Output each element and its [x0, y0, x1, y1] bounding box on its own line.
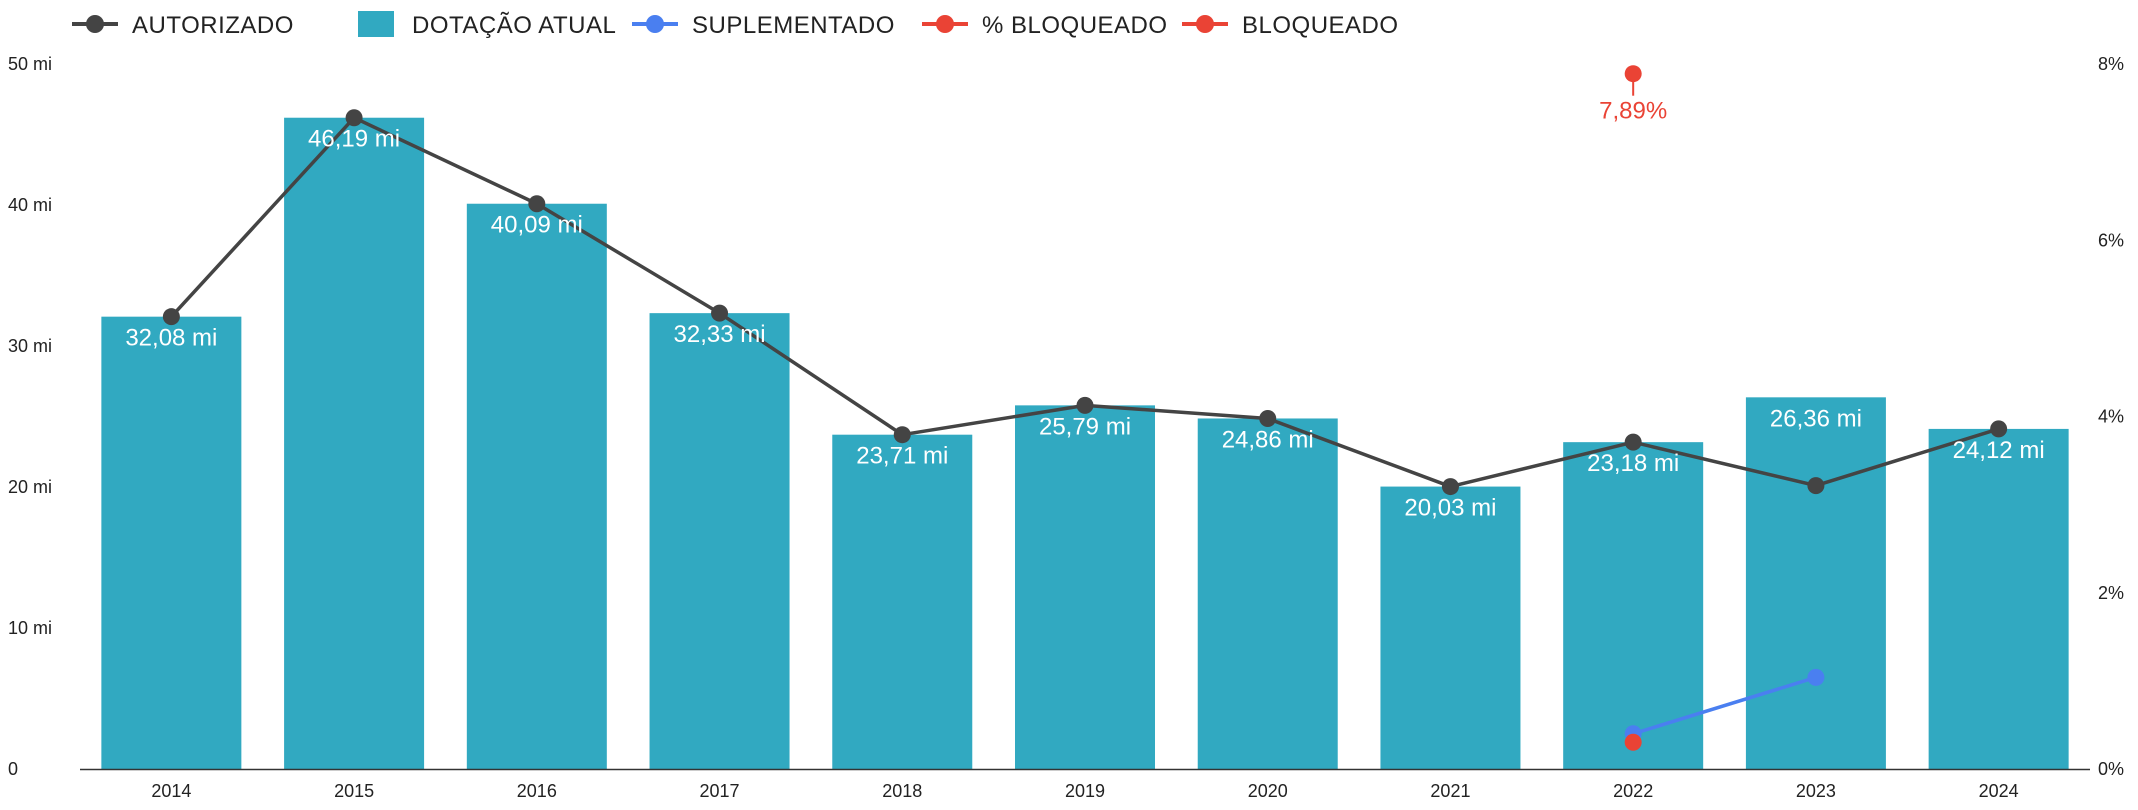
data-label-dotacao-2016: 40,09 mi [491, 212, 583, 239]
legend-item-bloqueado: BLOQUEADO [1182, 12, 1399, 39]
series-lines [162, 65, 2008, 751]
point-autorizado-2021 [1441, 478, 1459, 496]
bar-2024 [1928, 428, 2069, 769]
data-label-dotacao-2022: 23,18 mi [1587, 450, 1679, 477]
bar-2019 [1015, 405, 1155, 769]
legend-item-dota-o-atual: DOTAÇÃO ATUAL [358, 11, 616, 39]
legend-item-suplementado: SUPLEMENTADO [632, 12, 895, 39]
legend-swatch-marker [86, 15, 104, 33]
x-axis: 2014 2015 2016 2017 2018 2019 2020 2021 2022 2023… [80, 768, 2090, 801]
data-label-bloqueado-2022: 7,89% [1599, 98, 1667, 125]
left-axis-tick-label: 10 mi [8, 618, 52, 638]
data-label-dotacao-2023: 26,36 mi [1770, 405, 1862, 432]
data-label-dotacao-2018: 23,71 mi [856, 443, 948, 470]
legend-label: % BLOQUEADO [982, 12, 1168, 39]
right-axis-tick-label: 0% [2098, 759, 2124, 779]
right-axis: 0% 2% 4% 6% 8% [2098, 54, 2124, 779]
bar-2020 [1197, 418, 1338, 769]
data-label-dotacao-2019: 25,79 mi [1039, 413, 1131, 440]
line-suplementado [1632, 675, 1817, 736]
x-axis-tick-label-2022: 2022 [1613, 781, 1653, 801]
left-axis-tick-label: 20 mi [8, 477, 52, 497]
legend-swatch-marker [936, 15, 954, 33]
x-axis-tick-label-2018: 2018 [882, 781, 922, 801]
legend-item-autorizado: AUTORIZADO [72, 12, 294, 39]
right-axis-tick-label: 6% [2098, 230, 2124, 250]
bar-2016 [466, 203, 607, 769]
legend-swatch-marker [1196, 15, 1214, 33]
point-autorizado-2024 [1990, 420, 2008, 438]
right-axis-tick-label: 8% [2098, 54, 2124, 74]
bar-2014 [101, 316, 242, 769]
data-label-dotacao-2021: 20,03 mi [1404, 495, 1496, 522]
point-autorizado-2014 [162, 308, 180, 326]
point-autorizado-2016 [528, 195, 546, 213]
left-axis-tick-label: 50 mi [8, 54, 52, 74]
point-autorizado-2022 [1624, 433, 1642, 451]
right-axis-tick-label: 2% [2098, 583, 2124, 603]
data-label-dotacao-2015: 46,19 mi [308, 126, 400, 153]
point-autorizado-2019 [1076, 396, 1094, 414]
point-autorizado-2015 [345, 109, 363, 127]
left-axis-tick-label: 30 mi [8, 336, 52, 356]
bar-2022 [1563, 442, 1704, 769]
data-labels: 7,89% 32,08 mi 46,19 mi 40,09 mi 32,33 mi 23,… [125, 81, 2045, 522]
data-label-dotacao-2024: 24,12 mi [1953, 437, 2045, 464]
x-axis-tick-label-2024: 2024 [1979, 781, 2019, 801]
data-label-dotacao-2017: 32,33 mi [674, 321, 766, 348]
right-axis-tick-label: 4% [2098, 407, 2124, 427]
data-label-dotacao-2014: 32,08 mi [125, 325, 217, 352]
point-bloqueado-2022 [1624, 65, 1642, 83]
legend-swatch-bar [358, 11, 394, 37]
bar-2021 [1380, 486, 1521, 769]
point-autorizado-2017 [711, 304, 729, 322]
legend-swatch-marker [646, 15, 664, 33]
bar-2023 [1745, 397, 1886, 769]
legend-label: SUPLEMENTADO [692, 12, 895, 39]
x-axis-tick-label-2016: 2016 [517, 781, 557, 801]
left-axis-tick-label: 0 [8, 759, 18, 779]
x-axis-tick-label-2023: 2023 [1796, 781, 1836, 801]
legend: AUTORIZADO DOTAÇÃO ATUAL SUPLEMENTADO % BLO… [72, 11, 1399, 39]
left-axis: 0 10 mi 20 mi 30 mi 40 mi 50 mi [8, 54, 52, 779]
bars-dotacao-atual [101, 117, 2069, 769]
x-axis-tick-label-2014: 2014 [151, 781, 191, 801]
x-axis-tick-label-2020: 2020 [1248, 781, 1288, 801]
point-autorizado-2023 [1807, 477, 1825, 495]
point-autorizado-2020 [1259, 409, 1277, 427]
bar-2017 [649, 313, 790, 769]
left-axis-tick-label: 40 mi [8, 195, 52, 215]
data-label-dotacao-2020: 24,86 mi [1222, 426, 1314, 453]
point-autorizado-2018 [893, 426, 911, 444]
x-axis-tick-label-2019: 2019 [1065, 781, 1105, 801]
x-axis-tick-label-2017: 2017 [700, 781, 740, 801]
bar-2018 [832, 434, 973, 769]
point-suplementado-2023 [1807, 668, 1825, 686]
legend-item-bloqueado: % BLOQUEADO [922, 12, 1168, 39]
x-axis-tick-label-2015: 2015 [334, 781, 374, 801]
x-axis-tick-label-2021: 2021 [1430, 781, 1470, 801]
legend-label: BLOQUEADO [1242, 12, 1399, 39]
bar-2015 [284, 117, 425, 769]
point-bloqueado-2022 [1624, 733, 1642, 751]
legend-label: DOTAÇÃO ATUAL [412, 12, 616, 39]
legend-label: AUTORIZADO [132, 12, 294, 39]
